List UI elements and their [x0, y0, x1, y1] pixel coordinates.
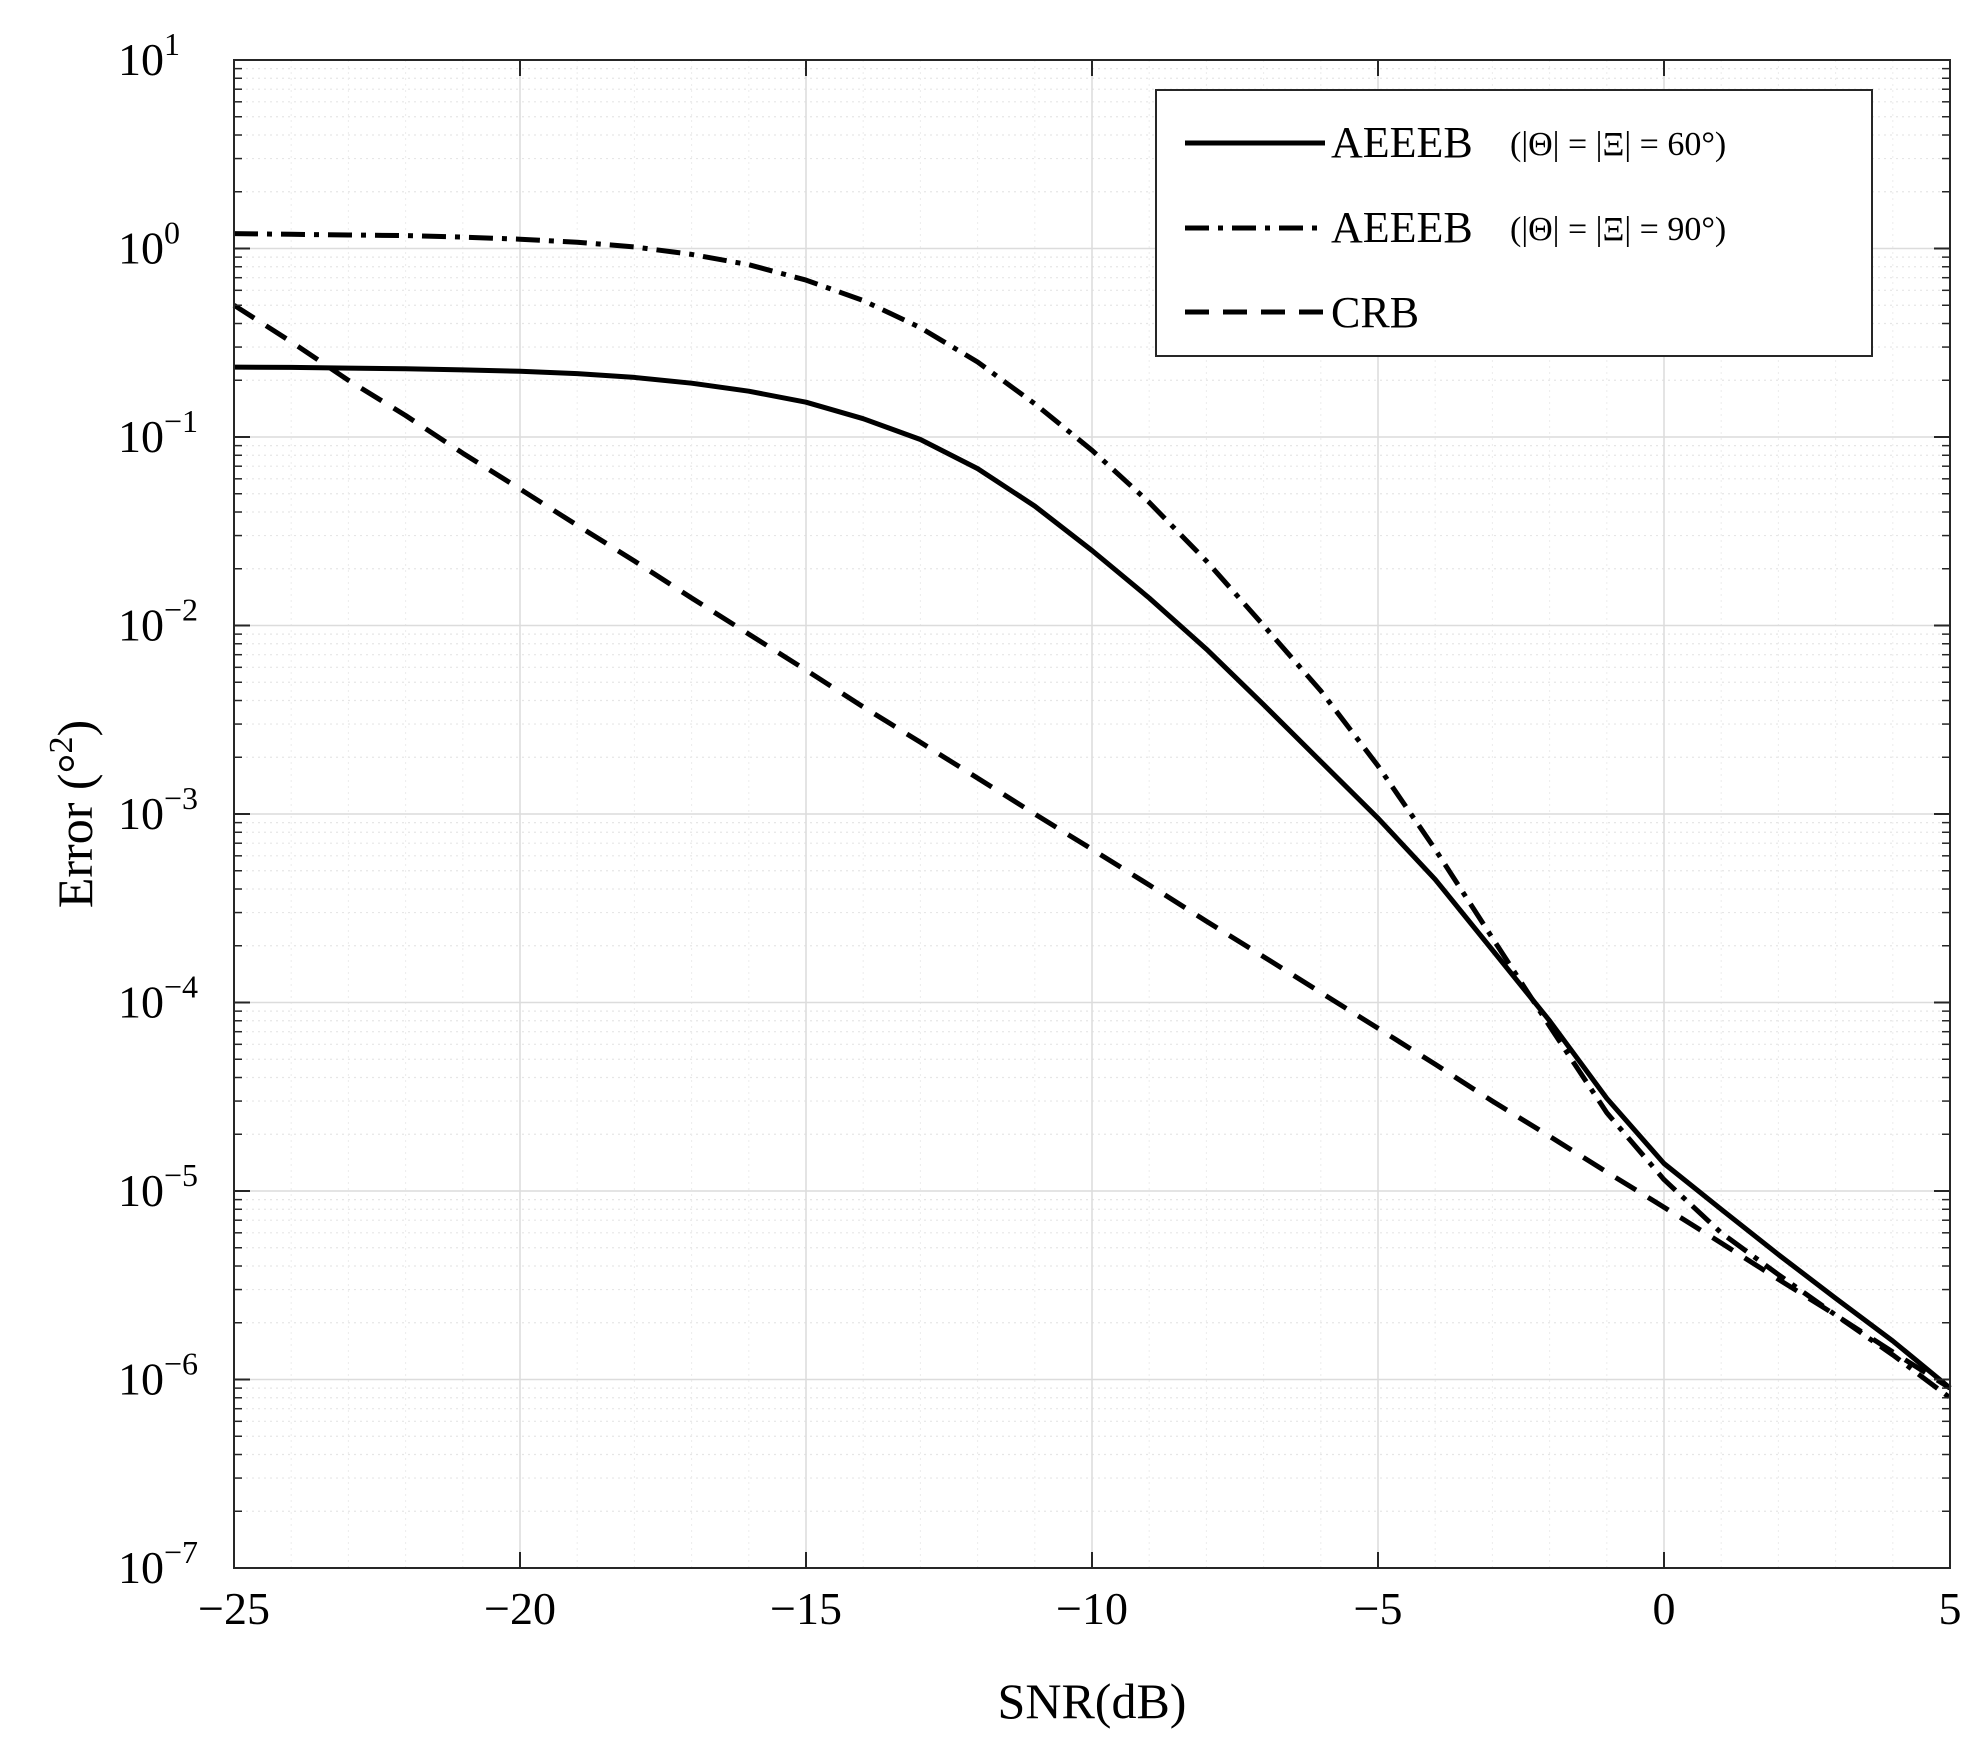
y-tick-label: 100 [118, 215, 180, 274]
y-axis-label-base: Error (° [47, 754, 103, 909]
series-line-dashdot [233, 231, 1952, 1400]
x-tick-label: −25 [198, 1583, 270, 1634]
y-tick-exp: −6 [164, 1346, 198, 1382]
y-tick-base: 10 [118, 223, 164, 274]
legend-label-1: AEEEB [1331, 203, 1473, 252]
legend-label-0: AEEEB [1331, 118, 1473, 167]
y-tick-base: 10 [118, 788, 164, 839]
y-tick-base: 10 [118, 600, 164, 651]
y-tick-base: 10 [118, 1354, 164, 1405]
y-tick-exp: −5 [164, 1157, 198, 1193]
y-tick-base: 10 [118, 1542, 164, 1593]
x-tick-label: 0 [1653, 1583, 1676, 1634]
y-tick-exp: 1 [164, 26, 180, 62]
series-layer [232, 231, 1952, 1400]
y-tick-exp: −2 [164, 592, 198, 628]
y-tick-base: 10 [118, 977, 164, 1028]
y-tick-label: 10−2 [118, 592, 198, 651]
y-tick-label: 10−1 [118, 403, 198, 462]
y-axis-label-exp: 2 [43, 737, 80, 754]
y-tick-exp: −1 [164, 403, 198, 439]
y-tick-exp: −7 [164, 1534, 198, 1570]
y-tick-exp: −4 [164, 969, 198, 1005]
y-tick-exp: −3 [164, 780, 198, 816]
x-tick-label: −20 [484, 1583, 556, 1634]
x-tick-label: 5 [1939, 1583, 1962, 1634]
x-tick-label: −5 [1354, 1583, 1403, 1634]
y-axis-label-close: ) [47, 720, 103, 737]
y-tick-label: 10−7 [118, 1534, 198, 1593]
y-tick-base: 10 [118, 34, 164, 85]
legend-condition-0: (|Θ| = |Ξ| = 60°) [1510, 126, 1726, 163]
y-tick-label: 10−5 [118, 1157, 198, 1216]
series-line-dashed [232, 303, 1952, 1391]
x-tick-label: −15 [770, 1583, 842, 1634]
legend-condition-1: (|Θ| = |Ξ| = 90°) [1510, 211, 1726, 248]
x-axis-label: SNR(dB) [998, 1673, 1187, 1729]
ticks-layer [233, 59, 1951, 1569]
series-line-solid [233, 364, 1952, 1391]
y-tick-base: 10 [118, 1165, 164, 1216]
y-tick-label: 10−4 [118, 969, 198, 1028]
y-tick-label: 10−6 [118, 1346, 198, 1405]
y-tick-exp: 0 [164, 215, 180, 251]
y-tick-label: 101 [118, 26, 180, 85]
y-tick-base: 10 [118, 411, 164, 462]
y-tick-label: 10−3 [118, 780, 198, 839]
y-axis-label: Error (°2) [43, 720, 103, 908]
legend: AEEEB (|Θ| = |Ξ| = 60°) AEEEB (|Θ| = |Ξ|… [1155, 89, 1873, 357]
x-tick-label: −10 [1056, 1583, 1128, 1634]
x-tick-labels: −25 −20 −15 −10 −5 0 5 [198, 1583, 1961, 1634]
legend-label-2: CRB [1331, 288, 1419, 337]
